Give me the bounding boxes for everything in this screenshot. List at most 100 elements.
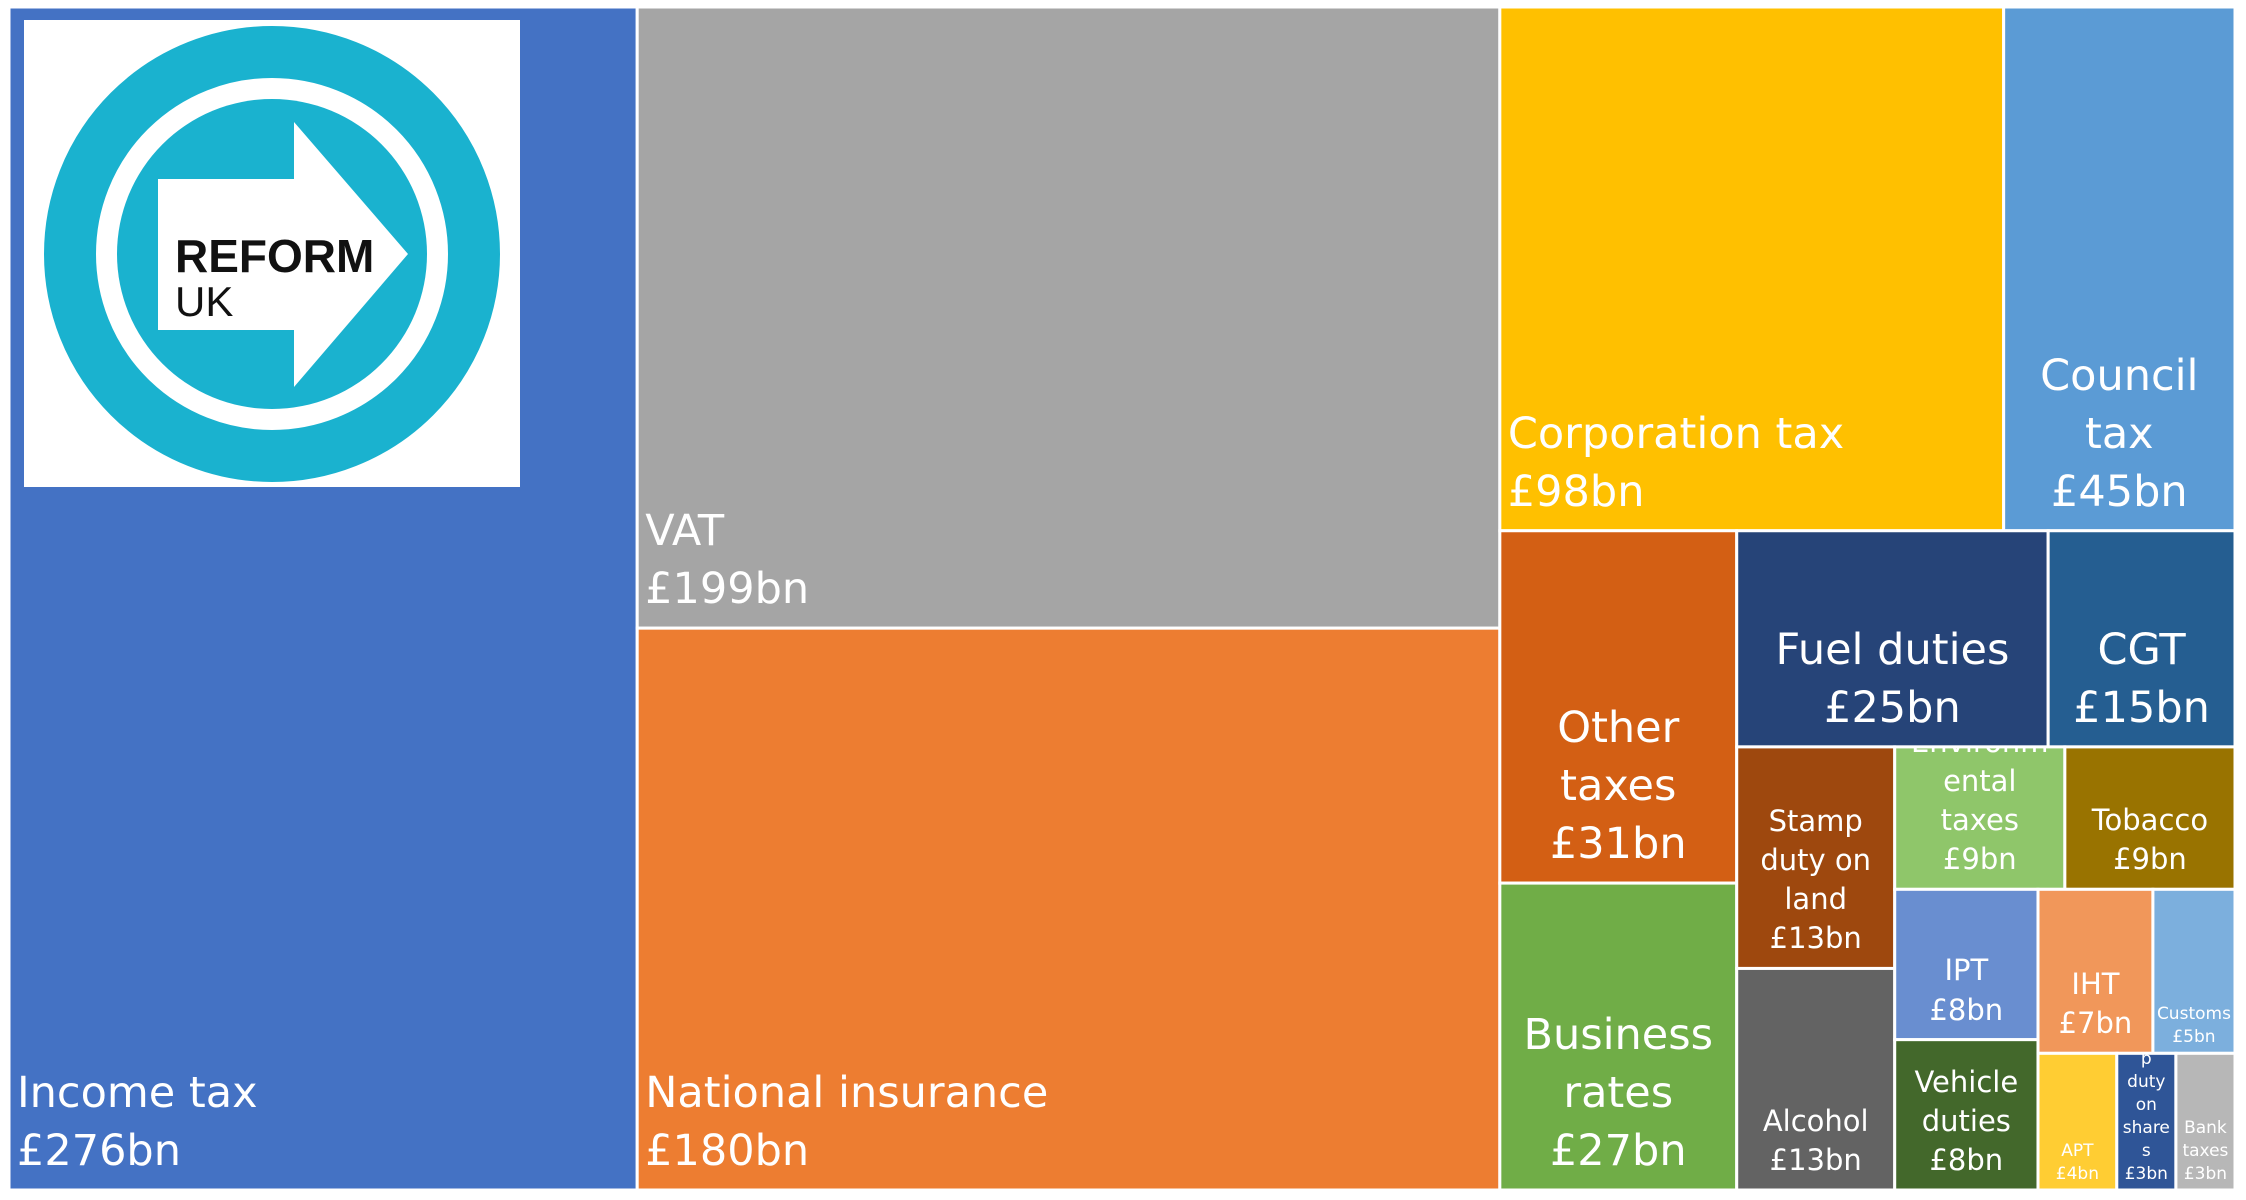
tile [2174,1051,2237,1192]
tile-label-box: CGT £15bn [2048,531,2235,747]
tile-label-box: VAT £199bn [637,7,1500,628]
tile-label-box: APT£4bn [2038,1053,2117,1190]
tile-label-box: Tobacco £9bn [2065,747,2235,889]
category-name: Income tax [17,1067,258,1118]
logo-ring [44,26,500,482]
tile [635,626,1502,1192]
value-label: £25bn [1824,682,1961,733]
value-label: £15bn [2073,682,2210,733]
tile-label: IHT £7bn [2038,889,2153,1053]
tile-label: VAT £199bn [637,7,1500,628]
tile-label: Tobacco £9bn [2065,747,2235,889]
tile-label-box: Business rates £27bn [1500,883,1737,1190]
tile-label-box: Bank taxes£3bn [2176,1053,2235,1190]
tile-label: CGT £15bn [2048,531,2235,747]
category-name: Corporation tax [1507,408,1845,459]
value-label: £31bn [1549,819,1687,870]
tile [1498,881,1739,1192]
tile-label-box: Vehicle duties £8bn [1895,1040,2038,1190]
tile-label-box: Corporation tax £98bn [1500,7,2004,531]
tile-label: Council tax £45bn [2004,7,2235,531]
category-name: Stamp duty on land [1760,803,1872,917]
tile-label: Environmental taxes £9bn [1895,747,2065,889]
tile [1893,887,2040,1042]
value-label: £9bn [1942,842,2017,877]
tile-label-box: Income tax £276bn [9,7,637,1190]
tile-label: Income tax £276bn [9,7,637,1190]
tile-label-box: Fuel duties £25bn [1737,531,2048,747]
tile [2036,1051,2119,1192]
tile-label: Stamp duty on land £13bn [1737,747,1895,969]
tile-label-box: IHT £7bn [2038,889,2153,1053]
value-label: £13bn [1769,1142,1862,1177]
category-name: Customs [2156,1004,2231,1025]
tile [1735,745,1897,970]
category-name: CGT [2097,624,2186,675]
logo: REFORM UK [24,20,520,487]
value-label: £45bn [2051,466,2188,517]
tile-label: APT £4bn [2038,1053,2117,1190]
logo-arrow [158,122,408,387]
category-name: Fuel duties [1775,624,2010,675]
category-name: Environmental taxes [1911,747,2049,838]
logo-text: UK [175,278,233,325]
category-name: National insurance [645,1067,1049,1118]
value-label: £5bn [2172,1027,2216,1048]
tile-label: Business rates £27bn [1500,883,1737,1190]
tile-label: Bank taxes £3bn [2176,1053,2235,1190]
tile-label-box: Customs£5bn [2153,889,2235,1053]
value-label: £7bn [2058,1006,2133,1041]
tile-label-box: IPT £8bn [1895,889,2038,1039]
tile [2002,5,2237,533]
tile-label: Customs £5bn [2153,889,2235,1053]
value-label: £98bn [1507,466,1645,517]
tile-label: Alcohol £13bn [1737,968,1895,1190]
tile-label: Vehicle duties £8bn [1895,1040,2038,1190]
category-name: Bank taxes [2182,1118,2229,1162]
tile-label: Corporation tax £98bn [1500,7,2004,531]
tile [1498,529,1739,885]
category-name: Council tax [2040,350,2199,459]
tile [1735,529,2050,749]
tile-label-box: Council tax £45bn [2004,7,2235,531]
value-label: £9bn [2113,842,2187,877]
value-label: £8bn [1929,992,2004,1027]
tile [1735,966,1897,1192]
category-name: Business rates [1523,1009,1714,1118]
tile-label: Other taxes £31bn [1500,531,1737,883]
tile-label: Stamp duty on shares£3bn [2117,1053,2176,1190]
value-label: £4bn [2055,1164,2099,1185]
category-name: IPT [1944,953,1989,988]
value-label: £27bn [1549,1125,1687,1176]
value-label: £13bn [1769,921,1862,956]
tile-label-box: Stamp duty on land £13bn [1737,747,1895,969]
tiles: Income tax £276bn VAT £199bn National insura… [7,5,2237,1192]
tile [2063,745,2237,891]
category-name: Vehicle duties [1914,1064,2019,1138]
tile [2036,887,2155,1055]
tile [2046,529,2237,749]
tile-label: IPT £8bn [1895,889,2038,1039]
category-name: Tobacco [2091,803,2209,838]
value-label: £8bn [1929,1142,2004,1177]
logo-text: REFORM [175,230,374,282]
value-label: £199bn [645,564,810,615]
value-label: £276bn [17,1125,181,1176]
tile-label: National insurance £180bn [637,628,1500,1190]
value-label: £3bn [2124,1164,2168,1185]
value-label: £3bn [2183,1164,2228,1185]
category-name: Alcohol [1762,1103,1869,1138]
tile-label-box: Other taxes £31bn [1500,531,1737,883]
category-name: Other taxes [1557,702,1680,811]
category-name: Stamp duty on shares [2122,1053,2170,1162]
tile-label-box: Stamp duty on shares£3bn [2117,1053,2176,1190]
tile-label-box: National insurance £180bn [637,628,1500,1190]
value-label: £180bn [645,1125,810,1176]
tile-label-box: Alcohol £13bn [1737,968,1895,1190]
category-name: VAT [645,506,725,557]
tile [1893,1038,2040,1192]
category-name: APT [2061,1141,2094,1162]
tile-label-box: Environmental taxes £9bn [1895,747,2065,889]
tile-label: Fuel duties £25bn [1737,531,2048,747]
